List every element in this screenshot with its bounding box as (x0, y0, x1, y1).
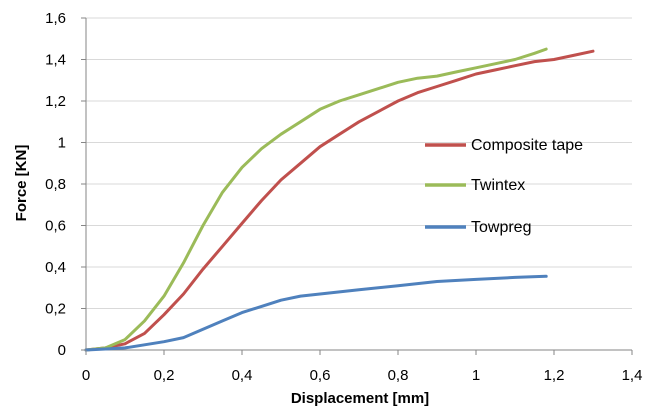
legend-item-towpreg: Towpreg (425, 219, 531, 236)
y-tick-label: 0,4 (45, 259, 66, 276)
legend-item-twintex: Twintex (425, 177, 525, 194)
legend-label: Towpreg (471, 219, 531, 236)
x-tick-label: 0,2 (154, 367, 175, 384)
y-tick-labels: 0 0,2 0,4 0,6 0,8 1 1,2 1,4 1,6 (45, 10, 86, 359)
x-tick-label: 0,6 (310, 367, 331, 384)
x-tick-labels: 0 0,2 0,4 0,6 0,8 1 1,2 1,4 (82, 350, 643, 384)
y-tick-label: 1,2 (45, 93, 66, 110)
x-tick-label: 1 (472, 367, 480, 384)
series-line-composite-tape (84, 49, 595, 352)
x-tick-label: 1,4 (622, 367, 643, 384)
x-tick-label: 0,4 (232, 367, 253, 384)
series-line-towpreg (84, 274, 548, 352)
y-axis-title: Force [KN] (13, 145, 30, 222)
legend-item-composite-tape: Composite tape (425, 137, 583, 154)
y-tick-label: 0,2 (45, 301, 66, 318)
x-axis-title: Displacement [mm] (291, 390, 429, 407)
y-tick-label: 1,4 (45, 52, 66, 69)
y-tick-label: 1,6 (45, 10, 66, 27)
y-tick-label: 1 (58, 135, 66, 152)
legend-label: Composite tape (471, 137, 583, 154)
x-tick-label: 0 (82, 367, 90, 384)
x-tick-label: 1,2 (544, 367, 565, 384)
legend: Composite tape Twintex Towpreg (425, 137, 583, 236)
x-tick-label: 0,8 (388, 367, 409, 384)
y-tick-label: 0,8 (45, 176, 66, 193)
y-tick-label: 0,6 (45, 218, 66, 235)
y-tick-label: 0 (58, 342, 66, 359)
series-line-twintex (84, 47, 548, 352)
series-lines (84, 47, 595, 352)
legend-label: Twintex (471, 177, 525, 194)
